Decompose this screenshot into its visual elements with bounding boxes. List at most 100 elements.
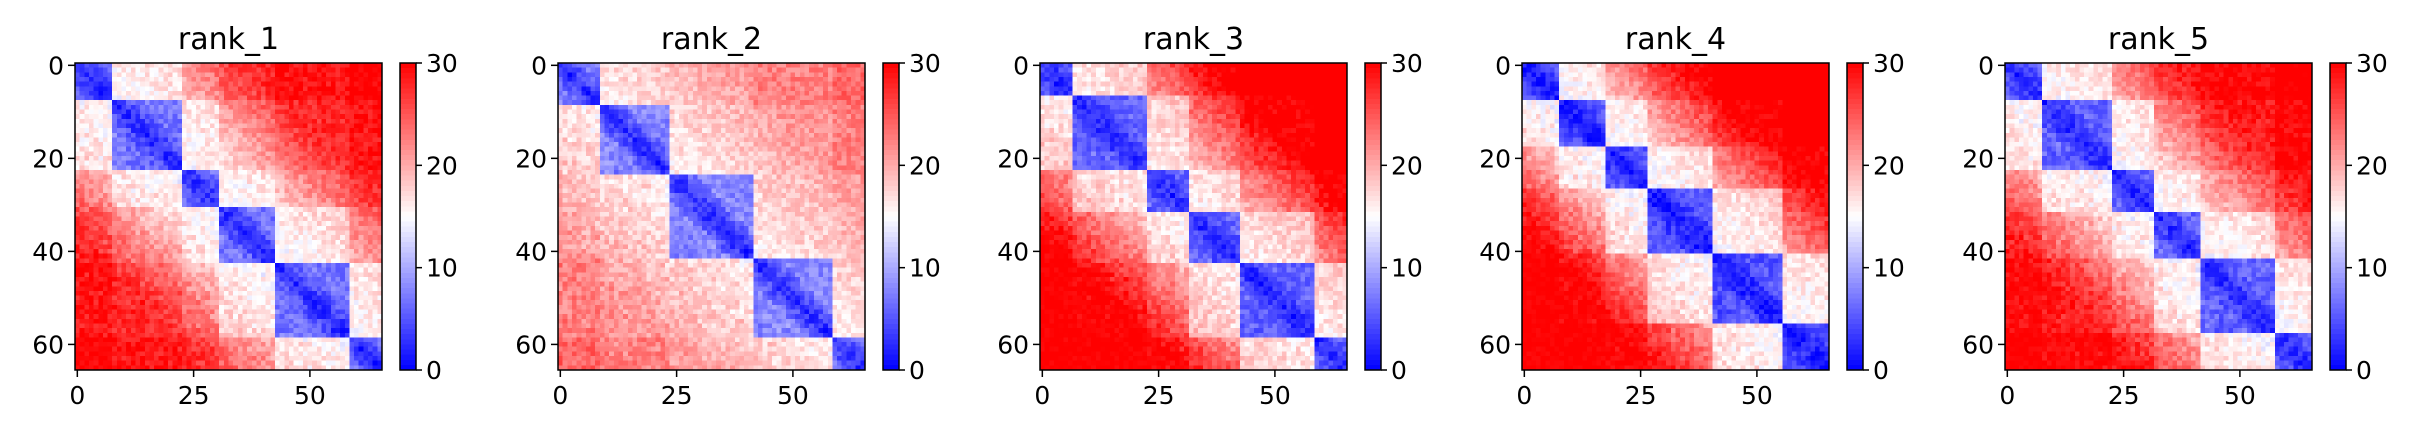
heatmap-cell <box>567 63 573 69</box>
heatmap-cell <box>279 109 285 115</box>
heatmap-cell <box>172 332 178 339</box>
heatmap-cell <box>223 86 230 92</box>
heatmap-cell <box>349 295 355 301</box>
heatmap-cell <box>144 90 151 97</box>
heatmap-cell <box>144 183 151 190</box>
heatmap-cell <box>209 137 216 143</box>
heatmap-cell <box>158 244 164 250</box>
heatmap-cell <box>316 114 323 120</box>
heatmap-cell <box>571 86 578 92</box>
heatmap-cell <box>228 188 234 194</box>
heatmap-cell <box>247 272 253 278</box>
heatmap-cell <box>354 151 360 157</box>
heatmap-cell <box>270 272 276 278</box>
heatmap-cell <box>251 351 258 357</box>
heatmap-cell <box>195 95 202 101</box>
heatmap-cell <box>214 207 220 213</box>
heatmap-cell <box>344 188 351 194</box>
heatmap-cell <box>223 104 230 111</box>
heatmap-cell <box>363 216 369 222</box>
heatmap-cell <box>181 272 188 278</box>
heatmap-cell <box>228 95 234 101</box>
heatmap-cell <box>140 211 146 218</box>
colorbar-segment <box>400 247 416 253</box>
heatmap-cell <box>79 137 85 143</box>
heatmap-cell <box>335 263 341 269</box>
heatmap-cell <box>205 118 211 125</box>
heatmap-cell <box>149 179 155 185</box>
heatmap-cell <box>107 221 113 227</box>
heatmap-cell <box>316 137 323 143</box>
heatmap-cell <box>637 100 643 106</box>
heatmap-cell <box>168 100 174 106</box>
heatmap-cell <box>140 332 146 339</box>
heatmap-cell <box>284 151 290 157</box>
heatmap-cell <box>316 183 323 190</box>
heatmap-cell <box>256 323 262 329</box>
heatmap-cell <box>191 146 197 152</box>
heatmap-cell <box>88 300 95 306</box>
heatmap-cell <box>799 90 806 97</box>
heatmap-cell <box>209 263 216 269</box>
heatmap-cell <box>293 249 299 255</box>
heatmap-cell <box>344 118 351 125</box>
heatmap-cell <box>177 72 183 78</box>
heatmap-cell <box>223 225 230 232</box>
heatmap-cell <box>93 239 99 246</box>
heatmap-cell <box>265 263 271 269</box>
heatmap-cell <box>321 179 327 185</box>
heatmap-cell <box>312 281 318 287</box>
heatmap-cell <box>609 100 615 106</box>
heatmap-cell <box>335 249 341 255</box>
heatmap-cell <box>177 235 183 241</box>
heatmap-cell <box>205 81 211 87</box>
heatmap-cell <box>228 109 234 115</box>
heatmap-cell <box>256 360 262 366</box>
heatmap-cell <box>372 318 378 325</box>
heatmap-cell <box>823 95 829 101</box>
heatmap-cell <box>651 100 657 106</box>
heatmap-cell <box>279 360 285 366</box>
heatmap-cell <box>372 137 378 143</box>
heatmap-cell <box>242 193 248 199</box>
heatmap-cell <box>340 76 346 83</box>
heatmap-cell <box>284 304 290 311</box>
heatmap-cell <box>312 67 318 73</box>
heatmap-cell <box>228 81 234 87</box>
heatmap-cell <box>809 81 815 87</box>
heatmap-cell <box>191 188 197 194</box>
heatmap-cell <box>613 86 620 92</box>
heatmap-cell <box>107 216 113 222</box>
heatmap-cell <box>363 314 369 320</box>
heatmap-cell <box>284 169 290 176</box>
heatmap-cell <box>595 67 601 73</box>
heatmap-cell <box>270 225 276 232</box>
heatmap-cell <box>344 76 351 83</box>
heatmap-cell <box>219 216 225 222</box>
heatmap-cell <box>130 63 137 69</box>
heatmap-cell <box>335 109 341 115</box>
heatmap-cell <box>275 258 281 264</box>
heatmap-cell <box>158 160 164 166</box>
heatmap-cell <box>214 197 220 204</box>
heatmap-cell <box>302 193 309 199</box>
heatmap-cell <box>181 290 188 297</box>
heatmap-cell <box>697 95 703 101</box>
heatmap-cell <box>84 183 90 190</box>
heatmap-cell <box>237 95 244 101</box>
heatmap-cell <box>265 365 271 371</box>
heatmap-cell <box>358 165 364 171</box>
heatmap-cell <box>154 360 160 366</box>
heatmap-cell <box>228 351 234 357</box>
heatmap-cell <box>330 249 337 255</box>
heatmap-cell <box>177 137 183 143</box>
heatmap-cell <box>163 160 169 166</box>
heatmap-cell <box>358 95 364 101</box>
heatmap-cell <box>191 211 197 218</box>
heatmap-cell <box>209 100 216 106</box>
heatmap-cell <box>84 249 90 255</box>
heatmap-cell <box>219 267 225 273</box>
heatmap-cell <box>637 67 643 73</box>
heatmap-cell <box>851 67 857 73</box>
heatmap-cell <box>121 304 127 311</box>
